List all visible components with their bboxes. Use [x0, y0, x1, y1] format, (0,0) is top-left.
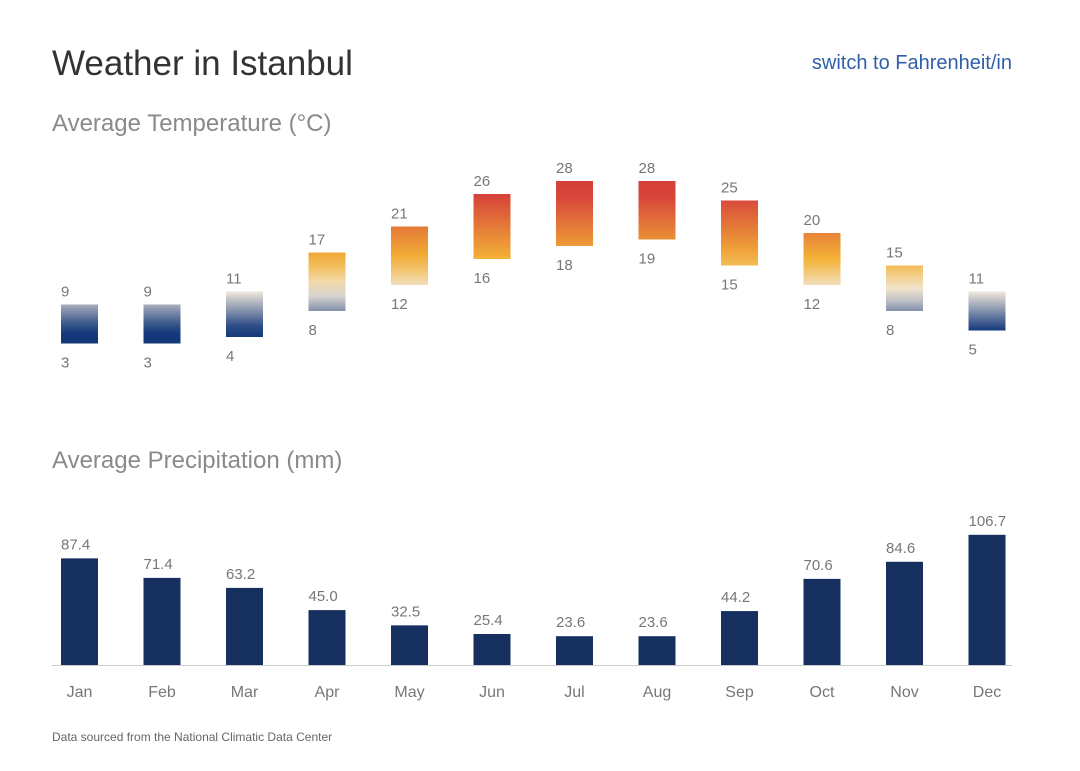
precip-bar-apr	[308, 610, 346, 665]
temp-high-label: 11	[969, 271, 985, 288]
temp-bar-aug	[638, 181, 676, 240]
temp-low-label: 5	[969, 342, 977, 359]
temp-bar-jun	[473, 194, 511, 259]
precip-bar-may	[391, 625, 428, 665]
precip-bar-jun	[473, 634, 511, 665]
month-label: Nov	[890, 684, 918, 701]
temp-low-label: 19	[639, 251, 656, 268]
temp-bar-oct	[803, 233, 841, 285]
temp-bar-jul	[556, 181, 593, 246]
temp-high-label: 11	[226, 271, 242, 288]
month-axis: Jan Feb Mar Apr May Jun Jul Aug Sep Oct Nov Dec	[67, 684, 1002, 701]
precip-value-label: 87.4	[61, 536, 90, 553]
temp-bar-sep	[721, 200, 758, 266]
precip-value-label: 70.6	[804, 557, 833, 574]
month-label: Jun	[479, 684, 505, 701]
temp-low-label: 3	[61, 355, 69, 372]
precip-bar-jan	[61, 558, 98, 665]
temp-low-label: 12	[804, 296, 821, 313]
precip-bar-feb	[143, 577, 181, 665]
temperature-chart: 9 3 9 3 11 4 17 8 21 12 26 16 28 18 28 19 25 15 20 12 15 8 11 5	[61, 160, 1006, 372]
temp-high-label: 26	[474, 173, 491, 190]
temp-low-label: 4	[226, 348, 234, 365]
precip-value-label: 23.6	[556, 614, 585, 631]
month-label: Jul	[564, 684, 584, 701]
precipitation-chart-title: Average Precipitation (mm)	[52, 447, 343, 474]
precipitation-chart: 87.4 71.4 63.2 45.0 32.5 25.4 23.6 23.6 44.2 70.6…	[61, 513, 1006, 665]
temp-high-label: 15	[886, 245, 903, 262]
precip-value-label: 45.0	[309, 588, 338, 605]
precip-value-label: 23.6	[639, 614, 668, 631]
temp-low-label: 15	[721, 277, 738, 294]
temp-high-label: 9	[144, 284, 152, 301]
temp-high-label: 25	[721, 180, 738, 197]
precip-value-label: 106.7	[969, 513, 1007, 530]
precip-value-label: 44.2	[721, 589, 750, 606]
temp-high-label: 21	[391, 206, 408, 223]
precip-bar-nov	[886, 561, 923, 665]
temp-low-label: 3	[144, 355, 152, 372]
switch-units-link[interactable]: switch to Fahrenheit/in	[811, 52, 1012, 74]
month-label: Jan	[67, 684, 93, 701]
temp-high-label: 17	[309, 232, 326, 249]
temp-low-label: 8	[309, 322, 317, 339]
temp-bar-may	[391, 226, 428, 285]
month-label: May	[394, 684, 424, 701]
month-label: Dec	[973, 684, 1001, 701]
data-source-note: Data sourced from the National Climatic …	[52, 730, 333, 744]
temp-high-label: 9	[61, 284, 69, 301]
month-label: Mar	[231, 684, 259, 701]
month-label: Apr	[315, 684, 341, 701]
temp-low-label: 8	[886, 322, 894, 339]
precip-bar-oct	[803, 578, 841, 665]
temp-high-label: 20	[804, 212, 821, 229]
precip-bar-aug	[638, 636, 676, 665]
temperature-chart-title: Average Temperature (°C)	[52, 110, 332, 137]
month-label: Sep	[725, 684, 754, 701]
precip-bar-mar	[226, 587, 263, 665]
temp-high-label: 28	[639, 160, 656, 177]
precip-value-label: 63.2	[226, 566, 255, 583]
precip-value-label: 32.5	[391, 603, 420, 620]
temp-low-label: 18	[556, 257, 573, 274]
precip-value-label: 71.4	[144, 556, 173, 573]
precip-value-label: 84.6	[886, 540, 915, 557]
temp-bar-nov	[886, 265, 923, 311]
temp-bar-feb	[143, 304, 181, 344]
temp-low-label: 12	[391, 296, 408, 313]
temp-high-label: 28	[556, 160, 573, 177]
temp-bar-apr	[308, 252, 346, 311]
temp-bar-jan	[61, 304, 98, 344]
month-label: Aug	[643, 684, 671, 701]
temp-low-label: 16	[474, 270, 491, 287]
precip-bar-jul	[556, 636, 593, 665]
precip-bar-dec	[968, 534, 1006, 665]
temp-bar-mar	[226, 291, 263, 337]
precip-value-label: 25.4	[474, 612, 503, 629]
month-label: Feb	[148, 684, 176, 701]
precip-bar-sep	[721, 611, 758, 665]
page-title: Weather in Istanbul	[52, 44, 353, 83]
month-label: Oct	[810, 684, 835, 701]
temp-bar-dec	[968, 291, 1006, 331]
